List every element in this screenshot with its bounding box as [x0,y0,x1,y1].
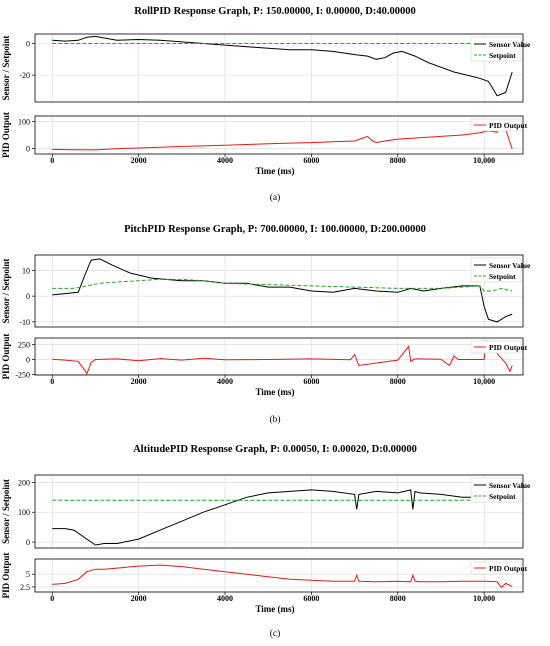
legend: Sensor Value Setpoint [470,257,531,283]
y-axis-label: PID Output [1,553,11,599]
legend-box [470,257,522,283]
y-tick-label: 0 [26,538,30,547]
chart-panel-3: AltitudePID Response Graph, P: 0.00050, … [1,444,531,639]
legend-box [470,477,522,503]
x-tick-label: 0 [50,594,54,603]
x-axis-label: Time (ms) [255,604,294,614]
legend: Sensor Value Setpoint [470,477,531,503]
legend-box [470,340,522,354]
x-tick-label: 4000 [217,156,233,165]
chart-panel-2: PitchPID Response Graph, P: 700.00000, I… [1,224,531,425]
legend: PID Output [470,118,528,132]
legend-box [470,561,522,575]
panel-caption: (a) [270,192,281,203]
y-tick-label: 0 [26,355,30,364]
y-axis-label: Sensor / Setpoint [1,36,11,101]
bottom-subplot: 100 0 PID Output PID Output [1,112,528,158]
panel-caption: (b) [269,414,280,425]
y-axis-label: PID Output [1,112,11,158]
legend-entry: Sensor Value [489,261,531,270]
y-tick-label: -10 [19,318,30,327]
plot-frame [34,474,524,549]
plot-frame [34,254,524,328]
y-tick-label: 100 [18,508,30,517]
series-line-pid-output [52,340,513,375]
bottom-subplot: 5 2.5 PID Output PID Output [1,553,528,599]
top-subplot: 10 0 -10 Sensor / Setpoint Sensor Value Setpo… [1,254,531,328]
legend-entry: Sensor Value [489,481,531,490]
chart-title: RollPID Response Graph, P: 150.00000, I:… [134,6,415,17]
plot-frame [34,558,524,593]
y-axis-label: PID Output [1,334,11,380]
top-subplot: 200 100 0 Sensor / Setpoint Sensor Value Setp… [1,474,531,549]
x-axis-label: Time (ms) [255,166,294,176]
x-tick-label: 6000 [303,594,319,603]
legend-box [470,36,522,62]
x-tick-label: 2000 [131,156,147,165]
y-axis-label: Sensor / Setpoint [1,259,11,324]
y-tick-label: 0 [26,292,30,301]
y-tick-label: 0 [26,145,30,154]
chart-panel-1: RollPID Response Graph, P: 150.00000, I:… [1,6,531,203]
legend-entry: PID Output [489,343,528,352]
y-tick-label: 10 [22,266,30,275]
chart-title: PitchPID Response Graph, P: 700.00000, I… [124,224,426,235]
plot-frame [34,337,524,376]
legend-entry: Sensor Value [489,40,531,49]
y-tick-label: 2.5 [20,583,30,592]
x-tick-label: 8000 [390,156,406,165]
x-tick-label: 10,000 [473,377,495,386]
legend-entry: PID Output [489,121,528,130]
y-tick-label: 200 [18,478,30,487]
x-tick-label: 2000 [131,377,147,386]
x-tick-label: 6000 [303,156,319,165]
plot-frame [34,33,524,103]
x-tick-label: 4000 [217,377,233,386]
x-tick-label: 0 [50,377,54,386]
legend-entry: Setpoint [489,272,516,281]
x-tick-label: 4000 [217,594,233,603]
x-tick-label: 8000 [390,594,406,603]
y-tick-label: 250 [18,341,30,350]
x-tick-label: 2000 [131,594,147,603]
y-tick-label: 0 [26,39,30,48]
series-line-pid-output [52,564,513,589]
x-tick-label: 10,000 [473,156,495,165]
x-tick-label: 6000 [303,377,319,386]
series-line-setpoint [52,278,513,292]
series-line-sensor-value [52,258,513,323]
bottom-subplot: 250 0 -250 PID Output PID Output [1,334,528,380]
legend: PID Output [470,561,528,575]
x-axis-label: Time (ms) [255,387,294,397]
x-tick-label: 10,000 [473,594,495,603]
plot-frame [34,115,524,155]
series-line-sensor-value [52,489,513,546]
y-axis-label: Sensor / Setpoint [1,479,11,544]
series-line-sensor-value [52,35,513,97]
top-subplot: 0 -20 Sensor / Setpoint Sensor Value Setpoin… [1,33,531,103]
legend: PID Output [470,340,528,354]
y-tick-label: -250 [15,370,30,379]
series-line-pid-output [52,121,513,151]
x-tick-label: 0 [50,156,54,165]
legend-entry: PID Output [489,564,528,573]
y-tick-label: -20 [19,71,30,80]
x-tick-label: 8000 [390,377,406,386]
chart-title: AltitudePID Response Graph, P: 0.00050, … [133,444,417,455]
legend-box [470,118,522,132]
legend: Sensor Value Setpoint [470,36,531,62]
legend-entry: Setpoint [489,492,516,501]
y-tick-label: 100 [18,117,30,126]
legend-entry: Setpoint [489,51,516,60]
panel-caption: (c) [270,628,281,639]
y-tick-label: 5 [26,570,30,579]
